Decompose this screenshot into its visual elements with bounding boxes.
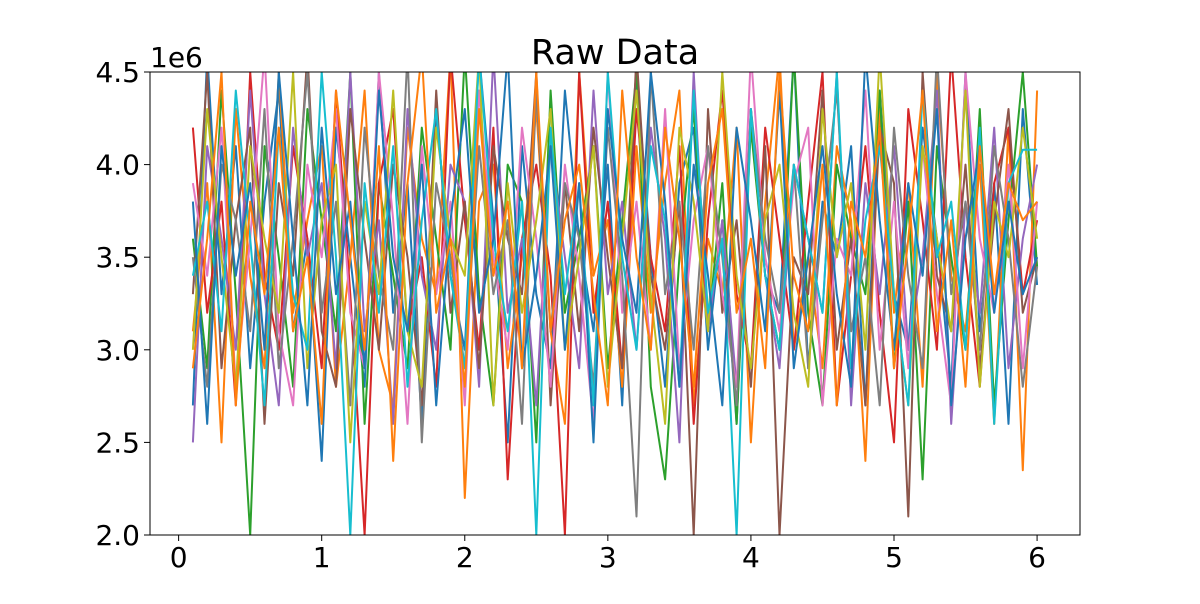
y-tick-label: 3.5 — [95, 241, 140, 274]
y-offset-label: 1e6 — [150, 41, 203, 74]
y-tick-label: 2.5 — [95, 426, 140, 459]
x-tick-label: 5 — [885, 541, 903, 574]
x-tick-label: 2 — [456, 541, 474, 574]
series-line-11 — [191, 72, 1039, 444]
x-tick-label: 1 — [313, 541, 331, 574]
x-tick-label: 3 — [599, 541, 617, 574]
y-tick-label: 4.0 — [95, 149, 140, 182]
chart-title: Raw Data — [531, 33, 699, 73]
x-tick-label: 6 — [1028, 541, 1046, 574]
y-tick-label: 3.0 — [95, 334, 140, 367]
series-line-12 — [191, 72, 1038, 462]
series-layer — [191, 72, 1039, 535]
x-tick-label: 4 — [742, 541, 760, 574]
plot-frame — [149, 71, 1081, 536]
y-tick-label: 4.5 — [95, 56, 140, 89]
axis-layer: 0 1 2 3 4 5 6 2.0 2.5 3.0 3.5 4.0 4.5 — [95, 56, 1046, 574]
x-tick-label: 0 — [170, 541, 188, 574]
y-tick-label: 2.0 — [95, 519, 140, 552]
